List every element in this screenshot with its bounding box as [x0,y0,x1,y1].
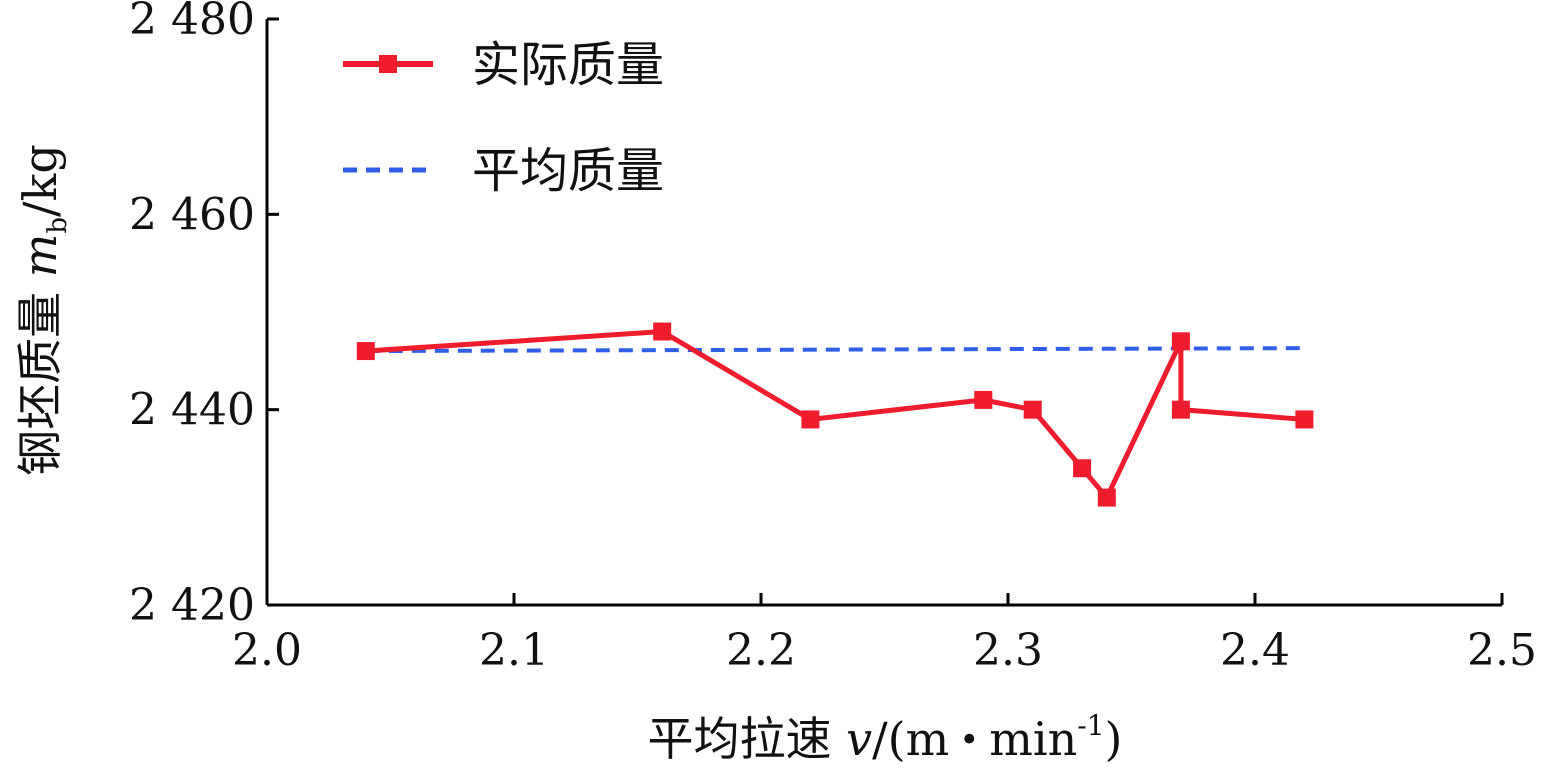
data-point [1171,332,1190,351]
series-line-actual [365,329,1305,501]
axes [265,19,1502,607]
legend-label: 实际质量 [472,37,664,93]
y-tick-label: 2 460 [129,189,255,240]
x-tick-label: 2.2 [726,625,796,676]
data-point [1171,400,1190,419]
data-point [356,342,375,361]
ticks: 2.0 2.1 2.2 2.3 2.4 2.5 2 420 2 440 2 460 2 480 [129,0,1537,676]
data-point [1097,488,1116,507]
data-point [801,410,820,429]
y-tick-label: 2 420 [129,580,255,631]
data-point [1073,459,1092,478]
x-tick-label: 2.3 [973,625,1043,676]
legend-label: 平均质量 [472,143,664,199]
y-tick-label: 2 440 [129,385,255,436]
x-tick-label: 2.0 [232,625,302,676]
series-layer [356,322,1314,507]
x-tick-label: 2.4 [1220,625,1290,676]
series-line-average [365,346,1305,354]
y-axis-title: 钢坯质量 mb/kg [13,144,73,476]
data-point [1295,410,1314,429]
y-tick-label: 2 480 [129,0,255,45]
legend-marker [379,55,397,73]
x-axis-title: 平均拉速 v/(m • min-1) [648,709,1123,766]
data-point [974,390,993,409]
data-point [1023,400,1042,419]
x-tick-label: 2.1 [479,625,549,676]
data-point [653,322,672,341]
x-tick-label: 2.5 [1467,625,1537,676]
